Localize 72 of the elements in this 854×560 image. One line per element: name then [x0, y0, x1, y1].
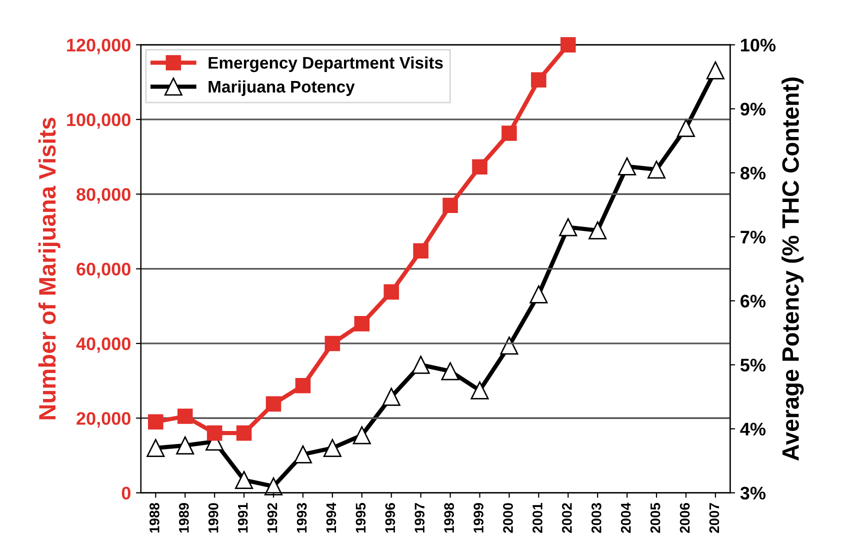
- y-tick-label: 100,000: [67, 113, 130, 129]
- point: [294, 445, 312, 464]
- legend-label: Emergency Department Visits: [208, 56, 443, 72]
- x-tick-label: 1990: [208, 503, 218, 533]
- point: [352, 426, 371, 444]
- point: [647, 160, 666, 179]
- x-tick-label: 2004: [620, 502, 631, 533]
- y2-tick-label: 8%: [740, 166, 766, 180]
- y-tick-label: 60,000: [76, 262, 130, 278]
- point: [472, 159, 488, 175]
- y-tick-label: 0: [122, 486, 130, 500]
- x-tick-label: 1993: [296, 503, 307, 533]
- point: [502, 126, 517, 141]
- x-tick-label: 2002: [562, 503, 572, 533]
- point: [177, 408, 193, 424]
- point: [266, 396, 282, 412]
- x-tick-label: 2007: [709, 503, 720, 533]
- y2-tick-label: 4%: [740, 422, 766, 436]
- x-tick-label: 2005: [650, 502, 660, 533]
- y-tick-label: 40,000: [76, 337, 130, 353]
- x-tick-label: 1997: [414, 503, 425, 533]
- y2-tick-label: 9%: [740, 102, 766, 116]
- point: [412, 356, 430, 374]
- x-tick-label: 2001: [532, 502, 542, 533]
- point: [176, 436, 194, 454]
- point: [413, 243, 428, 259]
- point: [530, 285, 548, 304]
- point: [706, 61, 724, 80]
- point: [235, 470, 254, 490]
- point: [500, 336, 518, 355]
- y-tick-label: 80,000: [76, 188, 130, 204]
- y2-axis-title: Average Potency (% THC Content): [782, 78, 804, 461]
- x-tick-label: 1988: [150, 502, 160, 533]
- point: [236, 425, 252, 441]
- x-tick-label: 1998: [444, 502, 454, 533]
- x-tick-label: 1999: [474, 503, 484, 533]
- y2-tick-label: 6%: [740, 294, 766, 308]
- x-tick-label: 1995: [356, 502, 366, 533]
- legend-label: Marijuana Potency: [208, 80, 355, 96]
- point: [560, 37, 576, 52]
- x-tick-label: 1994: [326, 502, 336, 533]
- point: [146, 438, 165, 458]
- y2-tick-label: 3%: [740, 486, 766, 500]
- point: [382, 388, 400, 406]
- point: [441, 362, 460, 380]
- y-axis-title: Number of Marijuana Visits: [38, 118, 60, 420]
- point: [148, 414, 164, 430]
- point: [676, 118, 696, 138]
- point: [531, 72, 546, 88]
- x-tick-label: 1992: [267, 503, 278, 533]
- x-tick-label: 1991: [238, 502, 248, 533]
- y2-tick-label: 5%: [740, 358, 766, 372]
- y-tick-label: 120,000: [67, 38, 130, 54]
- point: [206, 425, 222, 441]
- point: [559, 218, 578, 236]
- point: [618, 157, 636, 176]
- point: [324, 336, 340, 352]
- x-tick-label: 1996: [385, 503, 396, 533]
- x-tick-label: 1989: [179, 503, 189, 533]
- x-tick-label: 2003: [591, 503, 602, 533]
- x-tick-label: 2000: [503, 503, 513, 533]
- point: [588, 221, 607, 240]
- point: [323, 438, 342, 458]
- point: [295, 378, 311, 394]
- point: [470, 381, 489, 400]
- point: [442, 198, 458, 213]
- y-tick-label: 20,000: [76, 412, 130, 428]
- y2-tick-label: 10%: [741, 38, 776, 52]
- point: [384, 284, 399, 300]
- y2-tick-label: 7%: [740, 230, 766, 244]
- point: [354, 316, 370, 332]
- x-tick-label: 2006: [680, 503, 690, 533]
